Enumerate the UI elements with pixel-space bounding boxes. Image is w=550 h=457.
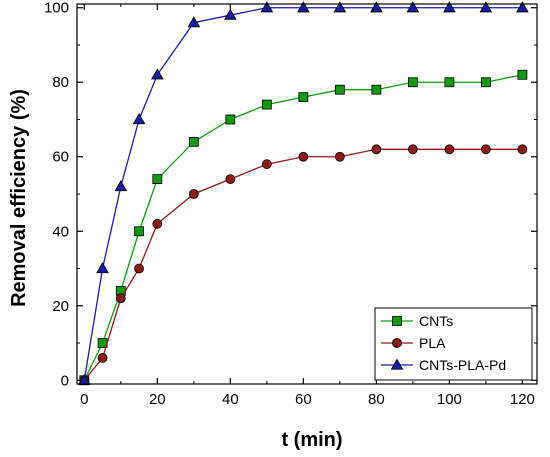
y-tick-label: 40 (52, 223, 69, 240)
data-point (371, 144, 382, 155)
y-tick-label: 0 (61, 372, 69, 389)
x-axis-title: t (min) (281, 429, 342, 451)
data-point (187, 16, 201, 28)
y-tick-label: 100 (44, 0, 69, 17)
data-point (115, 293, 126, 304)
data-point (334, 84, 345, 95)
x-tick-label: 100 (437, 391, 462, 408)
data-point (151, 68, 164, 80)
data-point (261, 99, 272, 110)
x-tick-label: 60 (295, 391, 312, 408)
data-point (97, 353, 108, 363)
data-point (224, 8, 237, 20)
legend: CNTs PLA CNTs-PLA-Pd (374, 307, 533, 381)
x-tick-label: 0 (80, 391, 88, 408)
data-point (132, 113, 146, 125)
data-point (152, 218, 163, 229)
data-point (96, 262, 109, 274)
data-point (188, 189, 199, 199)
data-point (225, 174, 236, 184)
data-point (480, 77, 491, 88)
legend-label: CNTs (419, 313, 453, 329)
data-point (480, 144, 491, 155)
legend-item: CNTs (381, 313, 453, 329)
plot-frame (76, 3, 538, 385)
data-point (297, 1, 310, 13)
axis-ticks: 0 20 40 60 80 100 120 0 20 40 60 80 100 (44, 0, 537, 408)
legend-item: CNTs-PLA-Pd (381, 357, 506, 373)
data-point (406, 1, 420, 13)
data-point (479, 1, 493, 13)
data-point (260, 1, 274, 13)
data-point (370, 1, 383, 13)
y-tick-label: 60 (52, 149, 69, 166)
data-point (134, 226, 144, 237)
data-point (443, 1, 456, 13)
x-tick-label: 40 (222, 391, 239, 408)
legend-marker (392, 316, 402, 326)
legend-label: CNTs-PLA-Pd (419, 357, 506, 373)
data-point (334, 151, 345, 162)
data-point (407, 144, 418, 155)
data-point (261, 159, 272, 170)
data-point (114, 180, 128, 192)
data-point (188, 136, 199, 147)
series-layer (77, 1, 529, 386)
x-tick-label: 80 (368, 391, 385, 408)
legend-marker (392, 338, 402, 348)
data-point (516, 1, 529, 13)
x-tick-label: 20 (149, 391, 166, 408)
y-axis-title: Removal efficiency (%) (8, 89, 30, 307)
data-point (444, 77, 455, 88)
data-point (444, 144, 455, 155)
x-tick-label: 120 (510, 391, 535, 408)
series-3 (77, 1, 529, 385)
data-point (517, 69, 528, 80)
data-point (152, 174, 163, 184)
data-point (371, 84, 382, 95)
data-point (298, 151, 309, 162)
legend-marker (390, 358, 404, 370)
y-tick-label: 80 (52, 74, 69, 91)
data-point (407, 77, 418, 88)
data-point (225, 114, 236, 125)
data-point (134, 263, 144, 274)
data-point (298, 92, 309, 103)
data-point (517, 144, 528, 155)
legend-label: PLA (419, 335, 446, 351)
legend-item: PLA (381, 335, 446, 351)
data-point (333, 1, 347, 13)
y-tick-label: 20 (52, 298, 69, 315)
